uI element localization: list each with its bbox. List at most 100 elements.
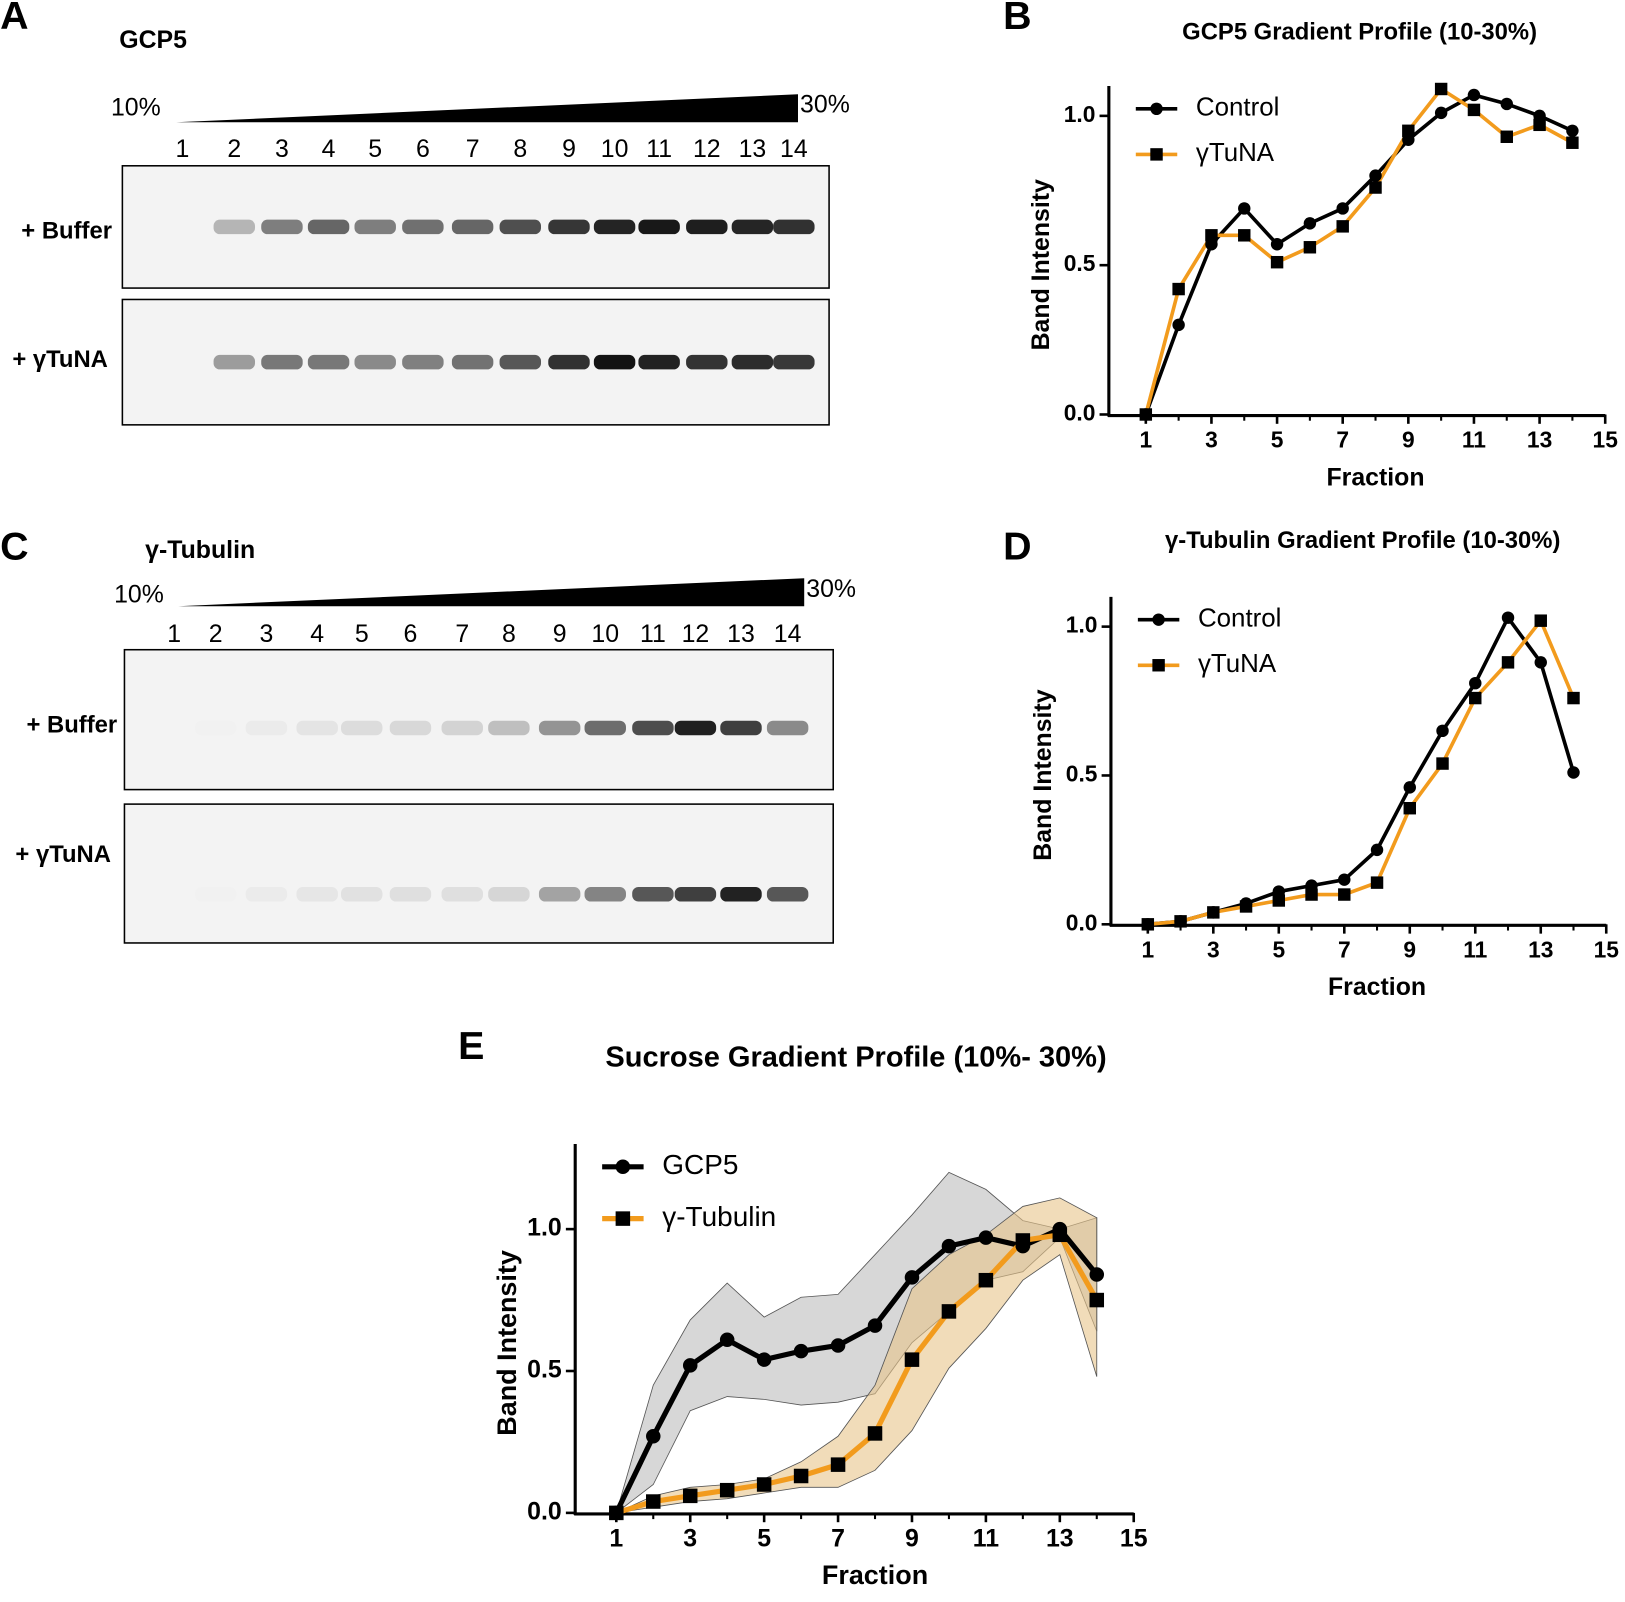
x-tick-label: 7 [1336, 426, 1349, 452]
marker [1089, 1292, 1105, 1308]
gel-band [686, 354, 728, 370]
y-tick-label: 0.0 [527, 1497, 562, 1525]
lane-number: 6 [404, 620, 418, 648]
legend-label: Control [1198, 605, 1281, 633]
gel-band [153, 721, 194, 736]
lane-number: 5 [355, 620, 369, 648]
gel-band [638, 219, 680, 235]
marker [1239, 900, 1253, 913]
chart-title: Sucrose Gradient Profile (10%- 30%) [605, 1042, 1106, 1074]
x-tick-label: 1 [609, 1524, 623, 1552]
y-tick-label: 1.0 [1064, 101, 1096, 127]
panel-letter: E [458, 1024, 484, 1068]
marker [978, 1230, 994, 1245]
lane-number: 13 [727, 620, 755, 648]
marker [1336, 220, 1349, 233]
marker [756, 1352, 772, 1367]
x-tick-label: 7 [831, 1524, 845, 1552]
legend-label: γTuNA [1198, 650, 1277, 678]
x-tick-label: 13 [1046, 1524, 1074, 1552]
gel-band [548, 219, 590, 235]
marker [1403, 781, 1416, 794]
gel-blot [123, 803, 835, 944]
panel-letter: D [1003, 525, 1031, 569]
gel-band [354, 219, 396, 235]
lane-number: 3 [259, 620, 273, 648]
marker [1172, 282, 1185, 296]
x-tick-label: 7 [1338, 936, 1351, 962]
gel-band [766, 720, 809, 736]
lane-number: 13 [739, 135, 767, 163]
gel-band [686, 219, 728, 235]
gradient-start: 10% [114, 580, 164, 608]
x-tick-label: 5 [757, 1524, 771, 1552]
gel-band [213, 354, 256, 370]
gel-band [195, 721, 236, 736]
legend-label: Control [1196, 94, 1279, 122]
gel-band [548, 354, 590, 370]
marker [1467, 88, 1481, 102]
gel-band [246, 887, 287, 902]
gel-band [538, 720, 581, 736]
x-tick-label: 13 [1527, 426, 1552, 452]
gel-band [584, 720, 626, 736]
gel-band [499, 219, 542, 235]
gel-band [307, 354, 350, 370]
marker [1015, 1233, 1031, 1248]
gel-band [162, 220, 203, 235]
marker [1141, 918, 1155, 931]
marker [1052, 1227, 1068, 1243]
gel-band [354, 354, 396, 370]
x-axis-label: Fraction [1326, 463, 1424, 491]
gel-band [674, 887, 717, 902]
lane-number: 14 [774, 620, 802, 648]
marker [1338, 888, 1351, 901]
lane-number: 14 [780, 135, 808, 163]
gel-band [499, 354, 542, 370]
panel-letter: A [0, 0, 28, 38]
gel-band [441, 720, 483, 736]
gel-band [296, 887, 338, 902]
legend-marker [1152, 613, 1165, 626]
lane-number: 4 [310, 620, 324, 648]
legend-marker [1150, 148, 1163, 161]
gradient-end: 30% [800, 90, 850, 118]
marker [646, 1494, 661, 1509]
legend-label: γTuNA [1196, 139, 1275, 167]
gel-band [296, 720, 338, 736]
marker [1534, 656, 1547, 669]
lane-number: 10 [601, 135, 629, 163]
marker [1238, 202, 1251, 215]
marker [1402, 124, 1415, 138]
x-tick-label: 3 [1207, 936, 1220, 962]
lane-number: 3 [275, 135, 289, 163]
marker [1172, 318, 1185, 332]
gel-band [731, 354, 774, 370]
marker [793, 1468, 809, 1484]
marker [941, 1304, 957, 1319]
lane-number: 11 [646, 135, 672, 163]
marker [941, 1238, 957, 1254]
x-axis-label: Fraction [1328, 973, 1426, 1001]
y-tick-label: 0.0 [1064, 400, 1096, 426]
gradient-wedge [178, 578, 805, 607]
marker [719, 1482, 735, 1498]
x-tick-label: 5 [1271, 426, 1284, 452]
panel-letter: B [1003, 0, 1031, 38]
marker [1238, 229, 1251, 242]
gel-band [773, 354, 815, 370]
gradient-end: 30% [806, 575, 856, 603]
legend-marker [1150, 102, 1163, 116]
marker [1338, 873, 1351, 886]
row-label: + γTuNA [15, 841, 111, 868]
lane-number: 2 [227, 135, 241, 163]
gel-band [195, 887, 236, 902]
gel-band [584, 887, 626, 902]
marker [1567, 766, 1580, 779]
gel-title: γ-Tubulin [145, 536, 255, 564]
marker [1434, 82, 1448, 96]
lane-number: 8 [502, 620, 516, 648]
gel-band [773, 219, 815, 235]
marker [1436, 757, 1449, 770]
x-tick-label: 15 [1593, 426, 1619, 452]
